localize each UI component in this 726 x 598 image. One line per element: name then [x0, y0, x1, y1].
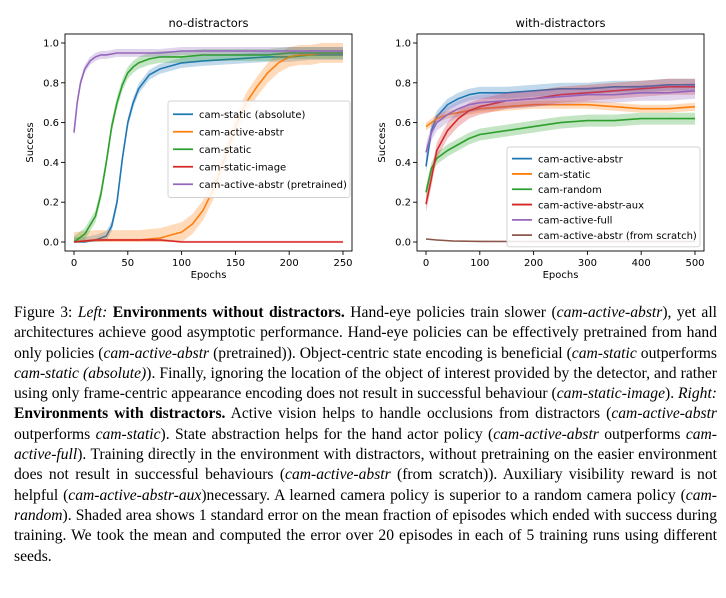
- caption-text: outperforms: [636, 344, 717, 362]
- chart-title-0: no-distractors: [168, 16, 248, 30]
- caption-text: ), yet all architectures achieve good as…: [14, 304, 718, 362]
- caption-emph: cam-static-image: [556, 385, 665, 403]
- series-line-1-1: [425, 103, 696, 128]
- series-line-0-2: [73, 52, 343, 243]
- series-line-1-4: [425, 90, 696, 153]
- caption-emph: cam-static (absolute): [14, 364, 147, 382]
- series-line-0-0: [74, 54, 343, 243]
- legend-label-0-3: cam-static-image: [199, 163, 286, 174]
- y-tick-label-0-0: 0.0: [43, 238, 59, 249]
- left-label: Left:: [77, 304, 108, 321]
- figure-caption: Figure 3: Left: Environments without dis…: [14, 303, 717, 567]
- legend-label-1-3: cam-active-abstr-aux: [538, 200, 644, 211]
- series-band-0-1: [74, 43, 343, 242]
- legend-label-1-2: cam-random: [538, 185, 602, 196]
- legend-box-0: [167, 100, 351, 198]
- caption-text: outperforms: [598, 425, 686, 443]
- y-axis-label-0: Success: [25, 122, 36, 162]
- legend-label-1-5: cam-active-abstr (from scratch): [538, 231, 697, 242]
- legend-label-0-0: cam-static (absolute): [199, 110, 306, 121]
- x-tick-label-0-4: 200: [280, 258, 299, 269]
- figure-label: Figure 3:: [14, 304, 78, 321]
- caption-text: ).: [665, 385, 679, 403]
- right-label: Right:: [678, 385, 717, 403]
- caption-emph: cam-active-abstr: [611, 405, 717, 423]
- legend-label-0-2: cam-static: [199, 145, 251, 156]
- caption-emph: cam-static: [95, 425, 161, 443]
- x-tick-label-1-1: 100: [470, 258, 489, 269]
- x-tick-label-0-1: 50: [121, 258, 134, 269]
- series-line-1-0: [425, 84, 695, 167]
- legend-label-1-0: cam-active-abstr: [538, 154, 624, 165]
- caption-text: ). State abstraction helps for the hand …: [160, 425, 494, 443]
- caption-emph: cam-static: [571, 344, 637, 362]
- y-tick-label-0-4: 0.8: [43, 78, 59, 89]
- caption-emph: cam-random: [14, 486, 717, 524]
- y-tick-label-1-5: 1.0: [395, 39, 411, 50]
- x-tick-label-0-0: 0: [71, 258, 77, 269]
- x-axis-label-0: Epochs: [191, 270, 227, 281]
- left-title: Environments without distractors.: [112, 304, 345, 321]
- y-tick-label-0-2: 0.4: [43, 158, 59, 169]
- x-tick-label-1-5: 500: [685, 258, 704, 269]
- series-band-0-4: [74, 47, 343, 137]
- plot-frame-1: [416, 33, 705, 252]
- caption-emph: cam-active-abstr: [103, 344, 210, 362]
- x-tick-label-1-2: 200: [524, 258, 543, 269]
- series-band-1-2: [426, 112, 695, 199]
- y-tick-label-1-1: 0.2: [395, 198, 411, 209]
- legend-label-0-4: cam-active-abstr (pretrained): [199, 180, 347, 191]
- series-line-1-2: [425, 117, 695, 193]
- legend-box-1: [506, 146, 701, 248]
- caption-emph: cam-active-abstr: [493, 425, 599, 443]
- series-line-0-3: [73, 239, 343, 243]
- y-tick-label-1-2: 0.4: [395, 158, 411, 169]
- x-tick-label-0-3: 150: [226, 258, 245, 269]
- plot-frame-0: [64, 33, 353, 252]
- x-tick-label-1-0: 0: [423, 258, 429, 269]
- x-tick-label-0-2: 100: [172, 258, 191, 269]
- x-axis-label-1: Epochs: [543, 270, 579, 281]
- legend-label-0-1: cam-active-abstr: [199, 128, 285, 139]
- caption-emph: cam-active-full: [14, 425, 717, 464]
- x-tick-label-1-4: 400: [632, 258, 651, 269]
- y-tick-label-0-5: 1.0: [43, 39, 59, 50]
- caption-text: (from scratch)). Auxiliary visibility re…: [14, 466, 717, 504]
- caption-text: ). Finally, ignoring the location of the…: [14, 364, 717, 403]
- x-tick-label-0-5: 250: [333, 258, 352, 269]
- caption-text: (pretrained)). Object-centric state enco…: [209, 344, 572, 362]
- chart-title-1: with-distractors: [516, 16, 606, 30]
- y-tick-label-1-0: 0.0: [395, 238, 411, 249]
- caption-text: ). Training directly in the environment …: [14, 446, 717, 484]
- right-title: Environments with distractors.: [14, 405, 226, 423]
- plot-series-group: [425, 78, 696, 243]
- caption-text: )necessary. A learned camera policy is s…: [201, 486, 686, 504]
- x-tick-label-1-3: 300: [578, 258, 597, 269]
- series-band-1-0: [426, 78, 695, 173]
- y-axis-label-1: Success: [377, 122, 388, 162]
- figure-3-plots: no-distractors 0 50 100 150 200 250 0.0 0.2 0.4 0.…: [25, 16, 705, 281]
- caption-emph: cam-active-abstr: [285, 466, 391, 484]
- y-tick-label-0-1: 0.2: [43, 198, 59, 209]
- series-line-0-4: [73, 50, 343, 133]
- caption-text: Active vision helps to handle occlusions…: [225, 405, 612, 423]
- caption-emph: cam-active-abstr: [556, 304, 663, 321]
- legend-label-1-4: cam-active-full: [538, 216, 612, 227]
- caption-emph: cam-active-abstr-aux: [68, 486, 202, 504]
- caption-text: outperforms: [14, 425, 96, 443]
- caption-text: ). Shaded area shows 1 standard error on…: [14, 506, 717, 565]
- y-tick-label-1-4: 0.8: [395, 78, 411, 89]
- y-tick-label-0-3: 0.6: [43, 118, 59, 129]
- legend-label-1-1: cam-static: [538, 170, 590, 181]
- y-tick-label-1-3: 0.6: [395, 118, 411, 129]
- caption-text: Hand-eye policies train slower (: [344, 304, 557, 321]
